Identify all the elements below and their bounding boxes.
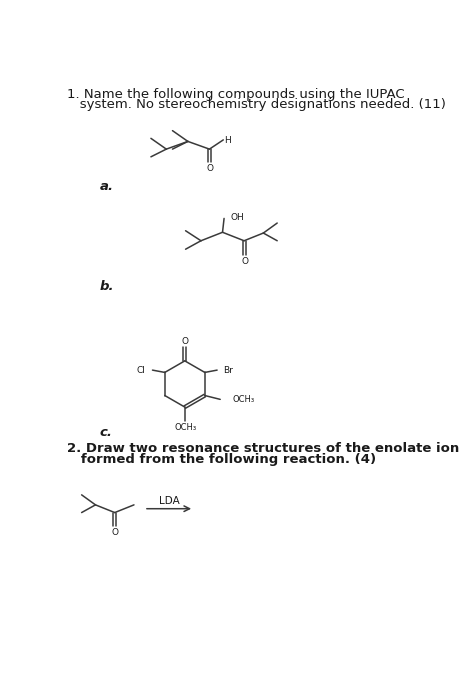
Text: O: O [181, 337, 188, 346]
Text: a.: a. [100, 180, 113, 193]
Text: formed from the following reaction. (4): formed from the following reaction. (4) [67, 452, 376, 466]
Text: system. No stereochemistry designations needed. (11): system. No stereochemistry designations … [67, 98, 446, 111]
Text: O: O [241, 257, 248, 266]
Text: OCH₃: OCH₃ [232, 395, 255, 404]
Text: LDA: LDA [159, 496, 179, 506]
Text: OH: OH [230, 213, 244, 222]
Text: O: O [111, 528, 118, 537]
Text: 2. Draw two resonance structures of the enolate ion: 2. Draw two resonance structures of the … [67, 442, 459, 455]
Text: 1. Name the following compounds using the IUPAC: 1. Name the following compounds using th… [67, 87, 405, 100]
Text: Br: Br [223, 365, 233, 375]
Text: c.: c. [100, 426, 112, 439]
Text: OCH₃: OCH₃ [174, 422, 197, 432]
Text: O: O [207, 164, 214, 173]
Text: H: H [224, 136, 231, 145]
Text: Cl: Cl [137, 365, 146, 375]
Text: b.: b. [100, 280, 114, 293]
